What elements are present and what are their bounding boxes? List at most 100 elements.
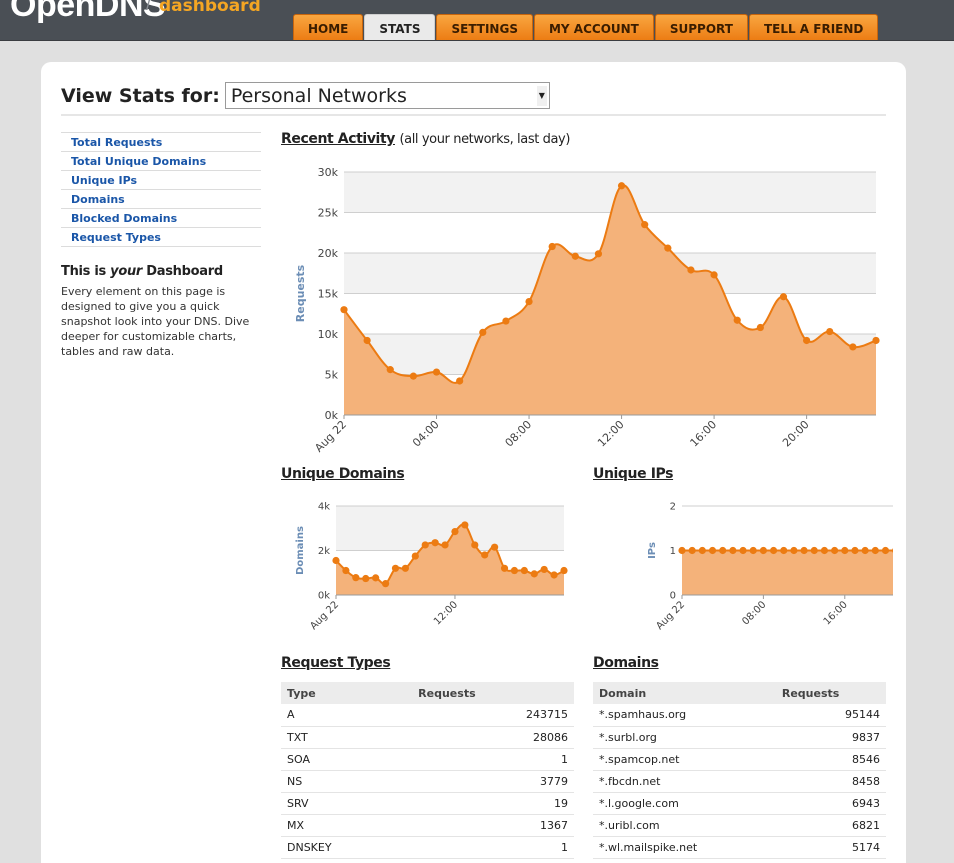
data-point[interactable] bbox=[759, 546, 767, 555]
data-point[interactable] bbox=[841, 546, 849, 555]
data-point[interactable] bbox=[756, 323, 764, 332]
data-point[interactable] bbox=[550, 571, 558, 579]
data-point[interactable] bbox=[810, 546, 818, 555]
data-point[interactable] bbox=[664, 244, 672, 252]
table-row: MX 1367 bbox=[281, 814, 574, 837]
tab-stats[interactable]: STATS bbox=[364, 14, 436, 40]
sidebar-item-domains[interactable]: Domains bbox=[61, 190, 261, 209]
data-point[interactable] bbox=[510, 566, 519, 575]
chevron-down-icon[interactable]: ▼ bbox=[536, 86, 547, 106]
data-point[interactable] bbox=[708, 546, 717, 555]
data-point[interactable] bbox=[540, 565, 548, 574]
dashboard-heading-prefix: This is bbox=[61, 264, 106, 279]
domain-cell: *.uribl.com bbox=[593, 814, 782, 837]
data-point[interactable] bbox=[391, 564, 400, 572]
data-point[interactable] bbox=[710, 271, 718, 279]
data-point[interactable] bbox=[820, 546, 829, 555]
data-point[interactable] bbox=[431, 539, 439, 547]
logo[interactable]: OpenDNS bbox=[10, 0, 166, 24]
sidebar-item-total-requests[interactable]: Total Requests bbox=[61, 133, 261, 152]
data-point[interactable] bbox=[800, 546, 808, 555]
data-point[interactable] bbox=[432, 368, 441, 376]
tab-settings[interactable]: SETTINGS bbox=[436, 14, 533, 40]
data-point[interactable] bbox=[790, 546, 798, 555]
x-tick-label: 20:00 bbox=[780, 418, 812, 450]
domain-count-cell: 8458 bbox=[781, 770, 886, 793]
y-axis-label: Requests bbox=[294, 264, 307, 322]
unique-domains-title[interactable]: Unique Domains bbox=[281, 466, 405, 482]
data-point[interactable] bbox=[892, 547, 893, 554]
data-point[interactable] bbox=[729, 546, 737, 555]
data-point[interactable] bbox=[491, 543, 499, 551]
tab-home[interactable]: HOME bbox=[293, 14, 364, 40]
tab-my-account[interactable]: MY ACCOUNT bbox=[533, 14, 654, 40]
data-point[interactable] bbox=[332, 556, 340, 565]
data-point[interactable] bbox=[739, 546, 747, 555]
data-point[interactable] bbox=[352, 574, 360, 582]
data-point[interactable] bbox=[641, 221, 649, 229]
request-count-cell: 3779 bbox=[418, 770, 574, 793]
data-point[interactable] bbox=[372, 574, 380, 582]
sidebar-item-total-unique-domains[interactable]: Total Unique Domains bbox=[61, 152, 261, 171]
data-point[interactable] bbox=[362, 574, 370, 583]
data-point[interactable] bbox=[481, 551, 489, 559]
data-point[interactable] bbox=[851, 546, 859, 555]
data-point[interactable] bbox=[461, 521, 469, 529]
domains-title[interactable]: Domains bbox=[593, 655, 659, 671]
data-point[interactable] bbox=[872, 336, 880, 345]
tab-tell-a-friend[interactable]: TELL A FRIEND bbox=[748, 14, 879, 40]
data-point[interactable] bbox=[381, 580, 390, 588]
data-point[interactable] bbox=[779, 293, 788, 301]
data-point[interactable] bbox=[441, 541, 449, 549]
data-point[interactable] bbox=[871, 546, 879, 555]
data-point[interactable] bbox=[479, 328, 487, 336]
data-point[interactable] bbox=[849, 343, 857, 351]
data-point[interactable] bbox=[617, 182, 626, 190]
data-point[interactable] bbox=[409, 372, 417, 380]
data-point[interactable] bbox=[451, 527, 459, 536]
view-stats-bar: View Stats for: Personal Networks ▼ bbox=[61, 82, 550, 109]
data-point[interactable] bbox=[733, 316, 741, 324]
data-point[interactable] bbox=[456, 377, 464, 385]
data-point[interactable] bbox=[502, 317, 510, 325]
data-point[interactable] bbox=[520, 566, 528, 575]
data-point[interactable] bbox=[411, 552, 419, 560]
data-point[interactable] bbox=[688, 546, 696, 555]
data-point[interactable] bbox=[525, 298, 533, 306]
data-point[interactable] bbox=[678, 546, 686, 555]
data-point[interactable] bbox=[831, 546, 839, 555]
data-point[interactable] bbox=[401, 564, 409, 572]
sidebar-item-request-types[interactable]: Request Types bbox=[61, 228, 261, 247]
data-point[interactable] bbox=[500, 564, 509, 572]
data-point[interactable] bbox=[340, 306, 348, 314]
sidebar-item-blocked-domains[interactable]: Blocked Domains bbox=[61, 209, 261, 228]
data-point[interactable] bbox=[421, 541, 429, 549]
sidebar-item-unique-ips[interactable]: Unique IPs bbox=[61, 171, 261, 190]
data-point[interactable] bbox=[881, 546, 890, 555]
data-point[interactable] bbox=[342, 566, 350, 575]
data-point[interactable] bbox=[363, 336, 371, 345]
data-point[interactable] bbox=[803, 336, 811, 345]
data-point[interactable] bbox=[780, 546, 788, 555]
data-point[interactable] bbox=[594, 250, 603, 258]
data-point[interactable] bbox=[861, 546, 869, 555]
data-point[interactable] bbox=[719, 546, 727, 555]
network-select-value: Personal Networks bbox=[230, 85, 407, 107]
data-point[interactable] bbox=[548, 242, 556, 251]
data-point[interactable] bbox=[698, 546, 706, 555]
data-point[interactable] bbox=[386, 366, 394, 374]
network-select[interactable]: Personal Networks ▼ bbox=[224, 82, 550, 109]
tab-support[interactable]: SUPPORT bbox=[654, 14, 748, 40]
data-point[interactable] bbox=[571, 252, 579, 260]
unique-ips-title[interactable]: Unique IPs bbox=[593, 466, 674, 482]
unique-ips-heading: Unique IPs bbox=[593, 466, 673, 482]
data-point[interactable] bbox=[749, 546, 757, 555]
recent-activity-title[interactable]: Recent Activity bbox=[281, 131, 395, 147]
data-point[interactable] bbox=[826, 327, 834, 336]
data-point[interactable] bbox=[769, 546, 778, 555]
request-types-title[interactable]: Request Types bbox=[281, 655, 391, 671]
data-point[interactable] bbox=[560, 566, 568, 575]
data-point[interactable] bbox=[687, 266, 695, 274]
data-point[interactable] bbox=[530, 570, 538, 578]
data-point[interactable] bbox=[471, 541, 479, 549]
